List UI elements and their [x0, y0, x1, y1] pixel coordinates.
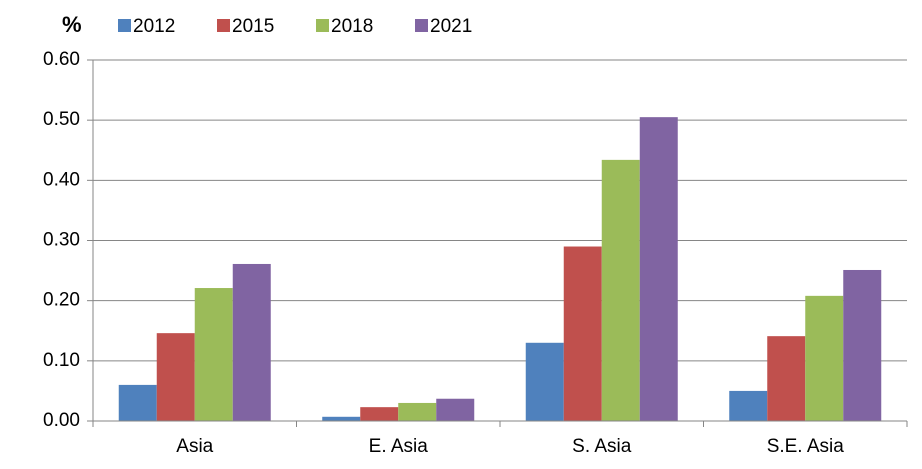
bar	[767, 336, 806, 421]
legend-label: 2018	[331, 16, 373, 37]
x-tick-label: Asia	[176, 436, 213, 457]
bar	[156, 333, 195, 421]
x-tick-label: S.E. Asia	[767, 436, 845, 457]
y-tick-label: 0.10	[43, 350, 80, 371]
y-tick-label: 0.30	[43, 230, 80, 251]
x-tick-label: E. Asia	[369, 436, 429, 457]
bar	[805, 295, 844, 421]
bar	[322, 416, 361, 421]
legend-swatch	[118, 19, 131, 32]
x-tick-label: S. Asia	[572, 436, 632, 457]
legend-swatch	[217, 19, 230, 32]
bar	[563, 246, 602, 421]
bar	[525, 342, 564, 421]
bar	[398, 402, 437, 421]
y-axis-label: %	[62, 12, 82, 37]
legend-label: 2021	[430, 16, 472, 37]
y-tick-label: 0.50	[43, 109, 80, 130]
legend-label: 2012	[133, 16, 175, 37]
bar	[194, 288, 233, 421]
bar	[601, 159, 640, 422]
bar	[436, 398, 475, 421]
bar	[232, 263, 271, 421]
bar	[360, 407, 399, 421]
bar	[118, 384, 157, 421]
legend-swatch	[415, 19, 428, 32]
legend-swatch	[316, 19, 329, 32]
bar	[639, 117, 678, 422]
y-tick-label: 0.40	[43, 169, 80, 190]
bar	[843, 269, 882, 421]
y-tick-label: 0.00	[43, 410, 80, 431]
y-tick-label: 0.20	[43, 290, 80, 311]
y-tick-label: 0.60	[43, 49, 80, 70]
bar	[729, 390, 768, 421]
legend-label: 2015	[232, 16, 274, 37]
